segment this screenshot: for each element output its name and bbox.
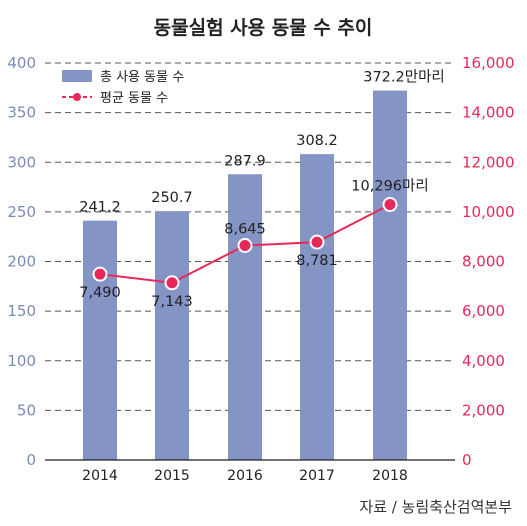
- axes: 0 0 50 2,000 100 4,000 150 6,000 200 8,000 250 10,0…: [7, 54, 514, 484]
- bar: [373, 90, 407, 461]
- right-axis-tick-label: 16,000: [462, 54, 515, 72]
- bar: [155, 211, 189, 460]
- line-series: [92, 197, 398, 291]
- line-value-label: 7,143: [151, 294, 193, 310]
- line-point: [164, 275, 180, 291]
- right-axis-tick-label: 2,000: [462, 401, 505, 419]
- bar-value-label: 287.9: [224, 153, 266, 169]
- right-axis-tick-label: 14,000: [462, 104, 515, 122]
- line-value-label: 10,296마리: [351, 178, 428, 195]
- line-point: [237, 237, 253, 253]
- x-axis-tick-label: 2017: [299, 468, 335, 484]
- bar-series: [83, 90, 407, 461]
- bar: [228, 174, 262, 460]
- left-axis-tick-label: 350: [7, 104, 36, 122]
- bar: [83, 220, 117, 460]
- legend-line-label: 평균 동물 수: [100, 91, 168, 106]
- bar: [300, 154, 334, 460]
- left-axis-tick-label: 150: [7, 302, 36, 320]
- left-axis-tick-label: 0: [26, 451, 36, 469]
- line-value-label: 7,490: [79, 285, 121, 301]
- legend-bar-swatch: [62, 70, 92, 82]
- bar-value-label: 308.2: [296, 133, 338, 149]
- right-axis-tick-label: 10,000: [462, 203, 515, 221]
- line-point: [382, 197, 398, 213]
- right-axis-tick-label: 8,000: [462, 253, 505, 271]
- source-note: 자료 / 농림축산검역본부: [359, 498, 512, 516]
- legend-bar-label: 총 사용 동물 수: [100, 70, 184, 85]
- left-axis-tick-label: 50: [17, 401, 36, 419]
- right-axis-tick-label: 0: [462, 451, 472, 469]
- line-value-label: 8,781: [296, 253, 338, 269]
- bar-value-label: 241.2: [79, 200, 121, 216]
- right-axis-tick-label: 6,000: [462, 302, 505, 320]
- data-labels: 241.2 250.7 287.9 308.2 372.2만마리 7,490 7,143 8,…: [79, 69, 445, 310]
- line-point: [309, 234, 325, 250]
- bar-value-label: 372.2만마리: [363, 69, 445, 86]
- x-axis-tick-label: 2014: [82, 468, 118, 484]
- right-axis-tick-label: 4,000: [462, 352, 505, 370]
- left-axis-tick-label: 200: [7, 253, 36, 271]
- x-axis-tick-label: 2015: [154, 468, 190, 484]
- x-axis-tick-label: 2018: [372, 468, 408, 484]
- legend: 총 사용 동물 수 평균 동물 수: [62, 70, 184, 106]
- left-axis-tick-label: 250: [7, 203, 36, 221]
- legend-line-marker: [73, 93, 81, 101]
- x-axis-tick-label: 2016: [227, 468, 263, 484]
- left-axis-tick-label: 100: [7, 352, 36, 370]
- right-axis-tick-label: 12,000: [462, 153, 515, 171]
- bar-value-label: 250.7: [151, 190, 193, 206]
- left-axis-tick-label: 400: [7, 54, 36, 72]
- line-value-label: 8,645: [224, 221, 266, 237]
- left-axis-tick-label: 300: [7, 153, 36, 171]
- chart-title: 동물실험 사용 동물 수 추이: [154, 17, 373, 39]
- line-point: [92, 266, 108, 282]
